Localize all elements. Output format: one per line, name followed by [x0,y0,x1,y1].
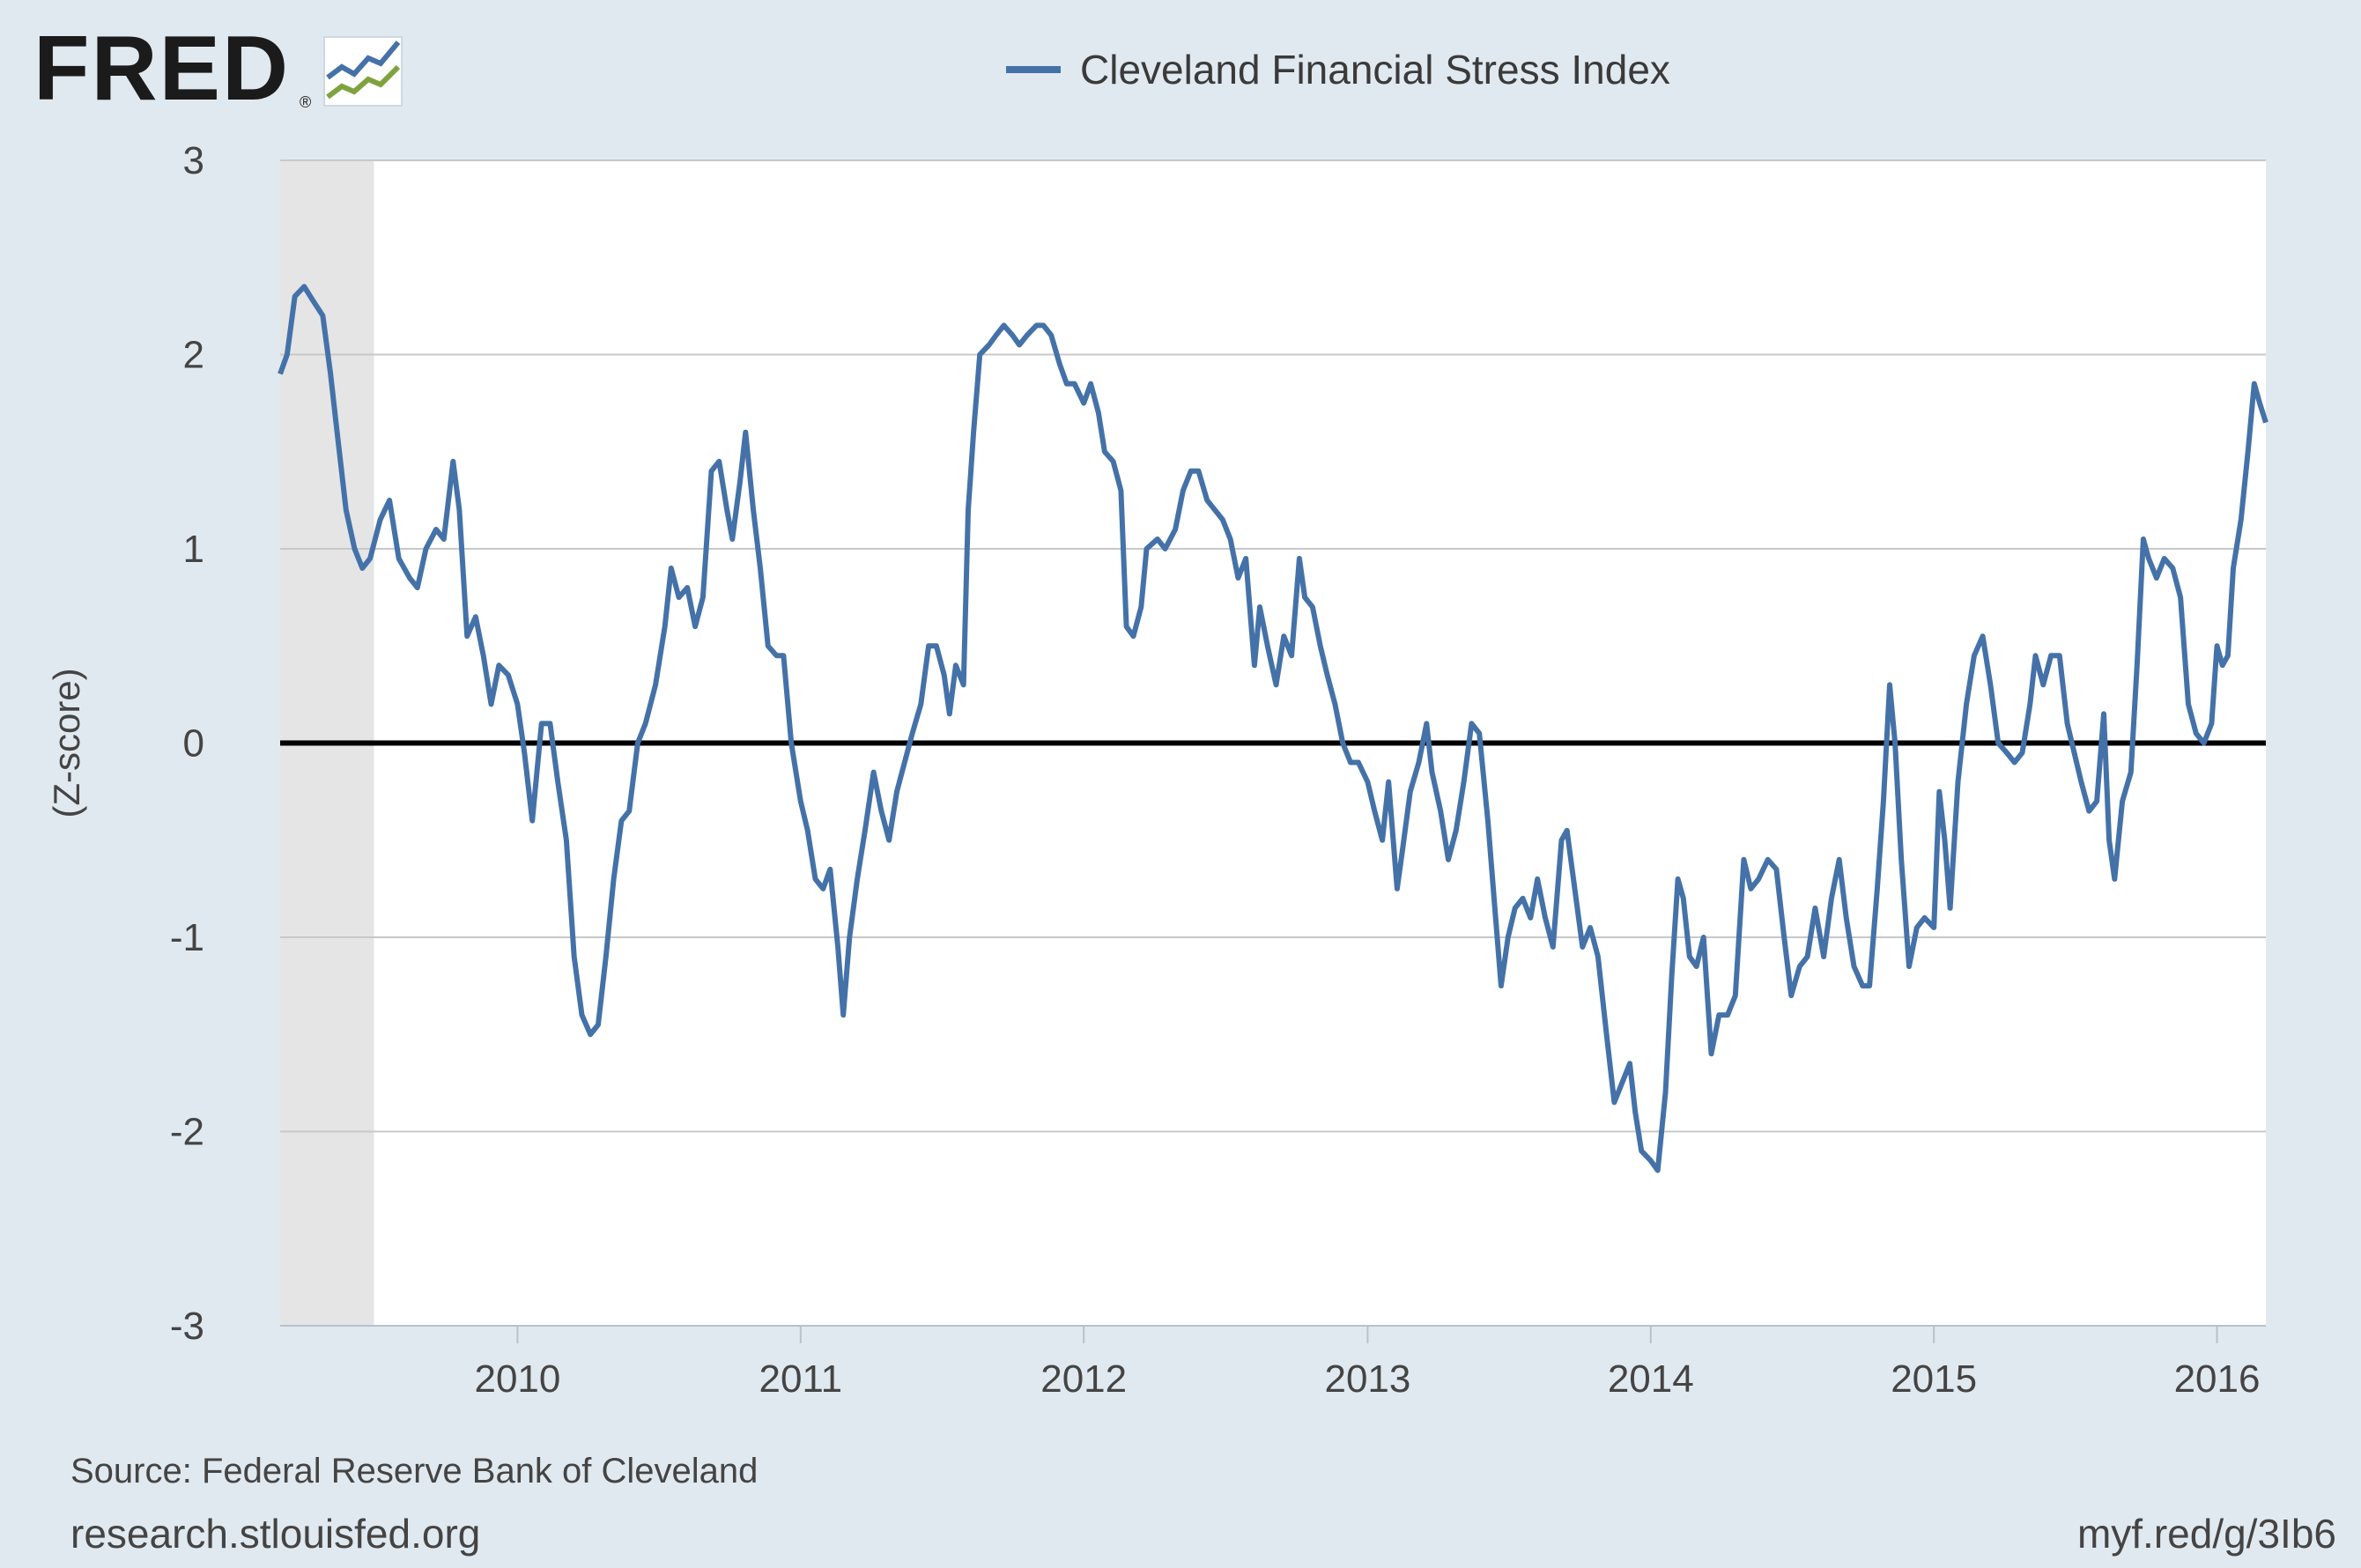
chart-legend[interactable]: Cleveland Financial Stress Index [1006,46,1670,93]
y-tick-label: -3 [170,1305,204,1348]
y-tick-label: 2 [183,334,204,377]
y-tick-label: -1 [170,916,204,959]
y-axis: 3 2 1 0 -1 -2 -3 [170,139,204,1348]
x-tick-label: 2013 [1324,1357,1410,1401]
y-tick-label: 3 [183,139,204,182]
x-tick-label: 2010 [474,1357,560,1401]
x-tick-label: 2015 [1891,1357,1977,1401]
series-line-cleveland-financial-stress-index[interactable] [278,284,2268,1173]
site-link[interactable]: research.stlouisfed.org [70,1511,481,1557]
source-note: Source: Federal Reserve Bank of Clevelan… [70,1452,759,1490]
x-axis: 2010 2011 2012 2013 2014 2015 2016 [280,1325,2266,1401]
y-tick-label: 0 [183,722,204,766]
x-tick-label: 2012 [1040,1357,1127,1401]
fred-graph-icon [323,36,403,107]
x-tick-label: 2011 [759,1357,842,1401]
legend-swatch [1006,66,1061,73]
x-tick-label: 2016 [2174,1357,2261,1401]
y-axis-label: (Z-score) [46,668,87,817]
short-link[interactable]: myf.red/g/3Ib6 [2076,1511,2336,1557]
fred-logo[interactable]: FRED [33,18,291,120]
legend-label: Cleveland Financial Stress Index [1080,47,1670,92]
fred-logo-registered-mark: ® [300,93,312,111]
y-tick-label: 1 [183,528,204,571]
y-tick-label: -2 [170,1111,204,1154]
x-tick-label: 2014 [1608,1357,1694,1401]
